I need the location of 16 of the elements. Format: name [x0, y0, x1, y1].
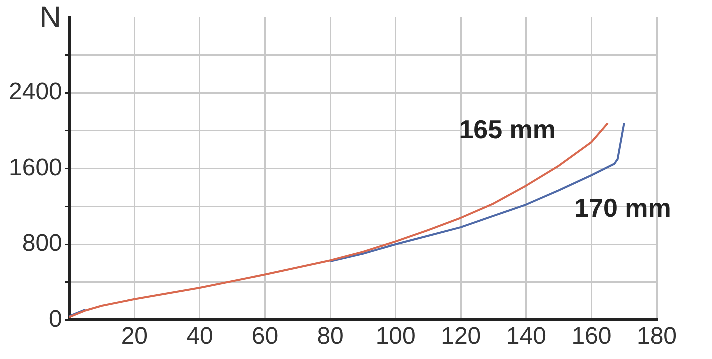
x-tick-label: 80	[317, 323, 344, 350]
x-tick-label: 120	[441, 323, 482, 350]
x-tick-label: 60	[252, 323, 279, 350]
y-tick-label: 1600	[9, 154, 62, 182]
series-label: 165 mm	[459, 114, 556, 145]
x-tick-label: 160	[572, 323, 612, 350]
y-tick-label: 800	[22, 230, 62, 258]
x-tick-label: 180	[636, 323, 678, 350]
x-tick-label: 140	[506, 323, 546, 350]
y-axis-title: N	[40, 1, 62, 34]
y-tick-label: 2400	[9, 78, 62, 106]
x-tick-label: 100	[376, 323, 416, 350]
x-tick-label: 20	[121, 323, 148, 350]
series-label: 170 mm	[574, 193, 672, 224]
x-tick-label: 40	[186, 323, 214, 350]
y-tick-label: 0	[49, 306, 62, 333]
